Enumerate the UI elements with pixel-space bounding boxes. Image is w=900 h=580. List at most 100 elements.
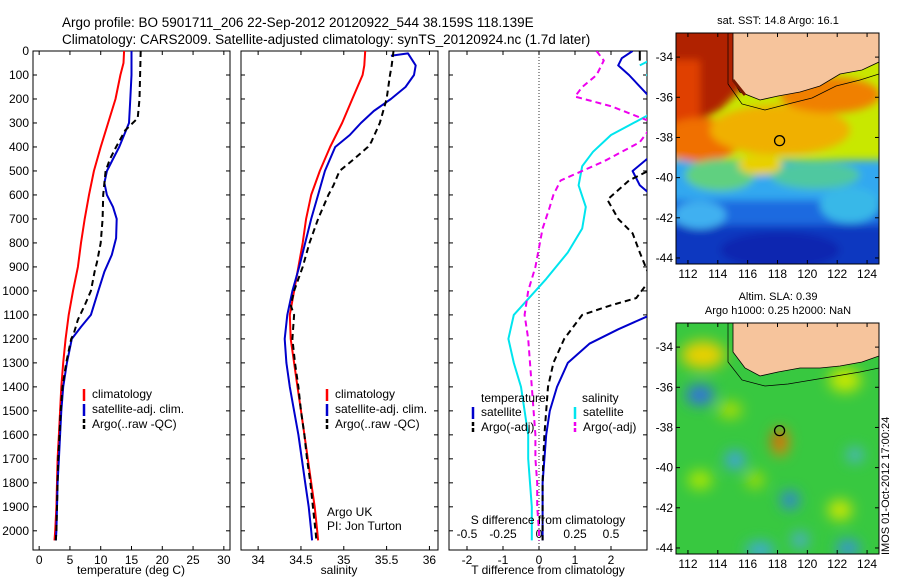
sla-map	[676, 323, 879, 554]
x2-tick-label: 0.5	[603, 527, 620, 541]
series-group	[283, 51, 417, 541]
salinity-panel: 34 34.5 35 35.5 36 climatologysatellite-adj. …	[240, 50, 439, 567]
depth-tick-label: 500	[9, 164, 29, 178]
map-x-tick-label: 120	[797, 557, 817, 571]
legend-label: climatology	[335, 387, 395, 401]
temperature-xlabel: temperature (deg C)	[77, 563, 185, 577]
map-y-tick-label: -44	[656, 541, 674, 555]
x-tick-label: 0	[536, 553, 543, 567]
sla-map-subtitle: Argo h1000: 0.25 h2000: NaN	[705, 305, 851, 317]
argo-position-marker	[773, 424, 786, 437]
x-tick-label: 34	[251, 553, 265, 567]
header-line2: Climatology: CARS2009. Satellite-adjuste…	[62, 32, 590, 47]
depth-tick-label: 1100	[3, 308, 29, 322]
plot-frame	[32, 50, 231, 551]
depth-tick-label: 1400	[2, 380, 29, 394]
map-x-tick-label: 114	[708, 267, 727, 281]
series-line	[541, 170, 647, 541]
depth-tick-label: 1500	[2, 404, 29, 418]
map-x-tick-label: 118	[768, 557, 787, 571]
depth-tick-label: 700	[9, 212, 29, 226]
x-tick-label: 10	[94, 553, 108, 567]
map-y-tick-label: -44	[656, 251, 674, 265]
x-tick-label: 30	[217, 553, 231, 567]
map-y-tick-label: -40	[656, 171, 674, 185]
map-x-tick-label: 112	[678, 557, 697, 571]
depth-tick-labels: 0 100 200 300 400 500 600 700 800 900 1000 1100 1200…	[2, 44, 29, 538]
x-tick-label: 2	[608, 553, 615, 567]
depth-tick-label: 1600	[2, 428, 29, 442]
map-y-tick-label: -34	[656, 340, 674, 354]
depth-tick-label: 1200	[2, 332, 29, 346]
map-y-tick-label: -38	[656, 130, 674, 144]
map-x-tick-label: 120	[797, 267, 817, 281]
credit-line2: PI: Jon Turton	[327, 519, 402, 533]
map-x-tick-label: 122	[827, 557, 847, 571]
sst-map-axes: 112 114 116 118 120 122 124 -34 -36 -38 -40 -42 -44	[656, 32, 880, 281]
depth-tick-label: 800	[9, 236, 29, 250]
x-tick-label: 1	[572, 553, 579, 567]
header-line1: Argo profile: BO 5901711_206 22-Sep-2012…	[62, 15, 534, 30]
x-tick-label: 15	[125, 553, 139, 567]
x-tick-label: 5	[67, 553, 74, 567]
x-tick-label: -2	[462, 553, 473, 567]
depth-tick-label: 400	[9, 140, 29, 154]
x-tick-label: 20	[156, 553, 170, 567]
plot-frame	[240, 50, 439, 551]
legend-label: satellite-adj. clim.	[92, 402, 184, 416]
sla-map-title: Altim. SLA: 0.39	[739, 291, 818, 303]
sla-map-axes: 112 114 116 118 120 122 124 -34 -36 -38 -40 -42 -44	[656, 322, 880, 571]
series-line	[523, 51, 647, 541]
sst-map	[676, 33, 879, 264]
depth-tick-label: 1900	[2, 500, 29, 514]
map-x-tick-label: 116	[738, 267, 757, 281]
x2-tick-label: 0.25	[563, 527, 587, 541]
legend-title-temperature: temperature	[481, 391, 546, 405]
x-tick-label: -1	[498, 553, 509, 567]
salinity-xlabel: salinity	[321, 563, 358, 577]
depth-tick-label: 1300	[2, 356, 29, 370]
depth-tick-label: 1800	[2, 476, 29, 490]
legend-label: Argo(..raw -QC)	[335, 417, 420, 431]
legend-label: satellite	[481, 405, 522, 419]
map-x-tick-label: 122	[827, 267, 847, 281]
map-y-tick-label: -42	[656, 211, 674, 225]
map-x-tick-label: 116	[738, 557, 757, 571]
map-y-tick-label: -42	[656, 501, 674, 515]
series-line	[617, 51, 647, 193]
map-x-tick-label: 118	[768, 267, 787, 281]
series-line	[541, 315, 647, 541]
sdiff-xlabel: S difference from climatology	[471, 513, 626, 527]
series-line	[283, 52, 417, 541]
depth-tick-label: 200	[9, 92, 29, 106]
depth-tick-label: 1000	[2, 284, 29, 298]
x2-tick-label: -0.25	[489, 527, 517, 541]
series-group	[507, 51, 647, 541]
series-line	[289, 51, 395, 541]
series-line	[54, 51, 142, 541]
map-x-tick-label: 114	[708, 557, 727, 571]
depth-tick-label: 900	[9, 260, 29, 274]
depth-tick-label: 0	[22, 44, 29, 58]
x-tick-label: 34.5	[289, 553, 313, 567]
legend-label: satellite	[583, 405, 624, 419]
legend-label: satellite-adj. clim.	[335, 402, 427, 416]
credit-line1: Argo UK	[327, 505, 372, 519]
sst-map-title: sat. SST: 14.8 Argo: 16.1	[717, 15, 839, 27]
x-tick-label: 35	[337, 553, 351, 567]
depth-tick-label: 1700	[2, 452, 29, 466]
map-y-tick-label: -36	[656, 380, 674, 394]
series-line	[507, 60, 647, 541]
series-group	[53, 51, 142, 541]
x-tick-label: 35.5	[375, 553, 399, 567]
tdiff-xlabel: T difference from climatology	[471, 563, 625, 577]
legend-title-salinity: salinity	[582, 391, 619, 405]
legend-label: Argo(-adj)	[481, 420, 534, 434]
legend-label: climatology	[92, 387, 152, 401]
x-tick-label: 36	[423, 553, 437, 567]
map-y-tick-label: -40	[656, 461, 674, 475]
depth-tick-label: 300	[9, 116, 29, 130]
depth-tick-label: 2000	[2, 524, 29, 538]
